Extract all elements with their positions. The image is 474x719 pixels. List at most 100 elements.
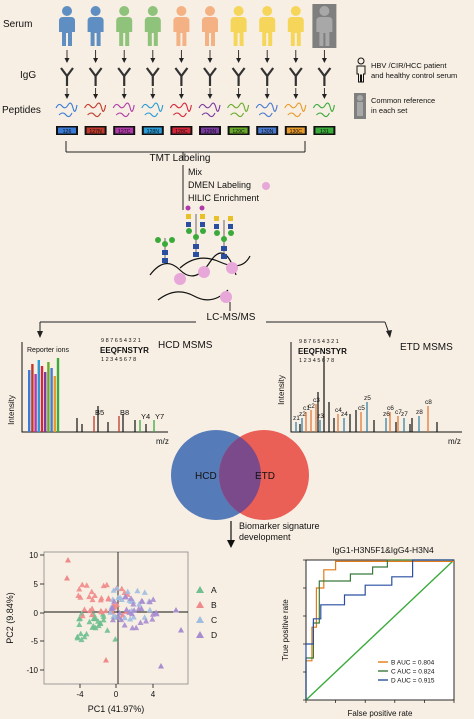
ion-label: z5 — [364, 395, 371, 402]
pca-point — [122, 593, 129, 600]
pca-point — [103, 657, 109, 663]
pca-point — [143, 618, 150, 624]
pca-point — [109, 616, 116, 623]
pca-legend-label: A — [211, 585, 217, 595]
roc-diagonal — [305, 559, 455, 701]
pca-point — [121, 622, 128, 628]
pca-ylabel: PC2 (9.84%) — [5, 592, 15, 644]
pca-legend-marker — [196, 616, 204, 623]
tmt-labeling-text: TMT Labeling — [150, 153, 211, 164]
ion-label: c4 — [335, 407, 342, 414]
ion-label: z7 — [401, 411, 408, 418]
hcd-bars: B5 B8 Y4 Y7 — [28, 358, 164, 432]
pca-point — [100, 582, 107, 589]
pca-point — [146, 606, 153, 613]
pca-point — [153, 609, 160, 615]
roc-ylabel: True positive rate — [281, 599, 290, 661]
pca-point — [83, 582, 90, 588]
pca-point — [86, 593, 93, 600]
hcd-sequence: EEQFNSTYR — [100, 346, 149, 355]
tmt-tag-label: 128N — [147, 129, 160, 135]
igg-label: IgG — [20, 70, 36, 81]
tmt-tag-label: 129C — [232, 129, 245, 135]
roc-legend: B AUC = 0.804 C AUC = 0.824 D AUC = 0.915 — [378, 660, 435, 685]
pca-point — [81, 633, 88, 640]
peptide-squiggle — [312, 102, 335, 118]
pca-plot: -4 0 4 10 5 0 -5 -10 PC1 (41.97%) PC2 (9.84%) A… — [5, 551, 217, 714]
tmt-tag-label: 128C — [175, 129, 188, 135]
pca-point — [89, 596, 96, 603]
pca-point — [65, 557, 71, 563]
tmt-tag-label: 130C — [290, 129, 303, 135]
pca-point — [135, 605, 142, 612]
reference-person-icon — [354, 93, 366, 119]
ion-label: c3 — [313, 397, 320, 404]
tmt-tag-label: 131 — [320, 129, 329, 135]
reporter-ion-bar — [44, 372, 47, 432]
pca-point — [128, 595, 135, 601]
roc-xlabel: False positive rate — [348, 709, 413, 718]
roc-curve — [305, 559, 454, 700]
ion-label: c2 — [308, 403, 315, 410]
reporter-ion-bar — [37, 360, 40, 432]
person-icon — [287, 6, 304, 46]
lcms-text: LC-MS/MS — [207, 312, 256, 323]
tmt-bracket — [65, 141, 306, 160]
pca-xlabel: PC1 (41.97%) — [88, 704, 145, 714]
igg-y-icon — [174, 67, 189, 86]
hcd-title: HCD MSMS — [158, 340, 213, 351]
pca-point — [129, 624, 136, 631]
pca-ytick: 10 — [29, 551, 38, 560]
ion-label: B8 — [120, 408, 129, 417]
pca-point — [76, 621, 83, 627]
person-icon — [116, 6, 133, 46]
dmen-text: DMEN Labeling — [188, 180, 251, 190]
ion-label: z8 — [416, 409, 423, 416]
pca-point — [74, 634, 81, 641]
pca-point — [91, 615, 98, 622]
tmt-tag-label: 129N — [204, 129, 217, 135]
pca-point — [88, 588, 95, 595]
sample-columns: 126 127N 127C 128N 128C 129N 129C 130N 130C 131 — [55, 4, 337, 135]
hcd-reporter-label: Reporter ions — [27, 347, 70, 354]
roc-legend-label: C AUC = 0.824 — [391, 669, 435, 676]
ion-label: Y7 — [155, 412, 164, 421]
pca-ytick: -5 — [31, 637, 39, 646]
ion-label: c6 — [387, 405, 394, 412]
peptide-squiggle — [198, 102, 221, 118]
tmt-tag-label: 130N — [261, 129, 274, 135]
ion-label: c5 — [358, 405, 365, 412]
etd-ylabel: Intensity — [277, 375, 286, 405]
hcd-spectrum: HCD MSMS 9 8 7 6 5 4 3 2 1 EEQFNSTYR 1 2… — [7, 338, 213, 446]
pca-point — [104, 627, 111, 633]
pca-point — [158, 663, 164, 669]
roc-plot: IgG1-H3N5F1&IgG4-H3N4 B AUC = 0.804 C AUC… — [281, 545, 455, 718]
pca-point — [77, 630, 84, 637]
pca-point — [133, 624, 140, 631]
pca-ytick: 0 — [34, 609, 39, 618]
igg-y-icon — [231, 67, 246, 86]
pca-point — [149, 616, 156, 622]
pca-point — [107, 609, 114, 615]
pca-point — [89, 624, 96, 630]
pca-point — [116, 609, 123, 616]
ion-label: B5 — [95, 408, 104, 417]
ion-label: Y4 — [141, 412, 150, 421]
pca-point — [149, 611, 156, 617]
ion-label: z4 — [341, 411, 348, 418]
pca-point — [118, 596, 125, 603]
person-icon — [230, 6, 247, 46]
pca-legend-label: D — [211, 630, 217, 640]
reporter-ion-bar — [28, 370, 31, 432]
person-icon — [316, 6, 333, 46]
pca-point — [79, 581, 86, 588]
roc-legend-label: D AUC = 0.915 — [391, 678, 435, 685]
ion-label: z2 — [299, 411, 306, 418]
lcms-bracket — [39, 321, 391, 337]
igg-y-icon — [288, 67, 303, 86]
pca-point — [102, 607, 109, 614]
pca-xtick: 4 — [151, 690, 156, 699]
tmt-tag-label: 127N — [89, 129, 102, 135]
